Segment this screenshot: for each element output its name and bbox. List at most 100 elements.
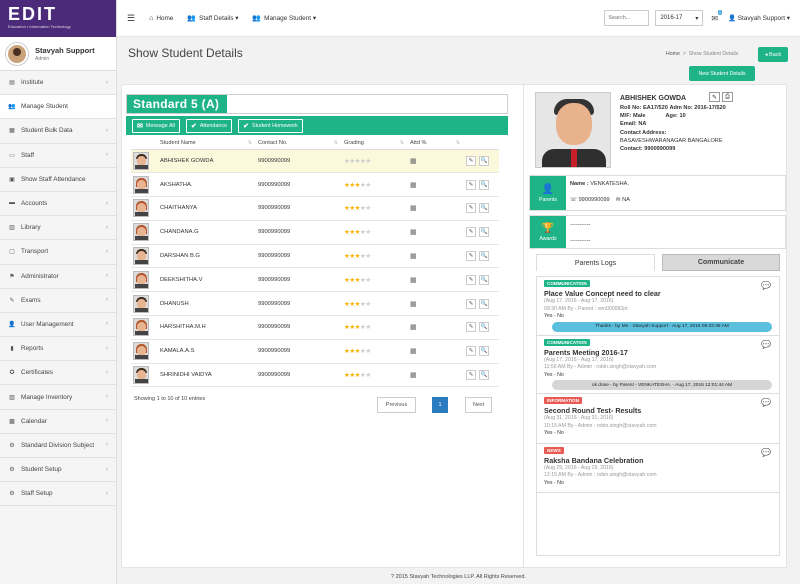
edit-icon[interactable]: ✎ [466, 322, 476, 333]
new-student-details-button[interactable]: New Student Details [689, 66, 755, 81]
brand-logo[interactable]: EDIT Education • Information Technology [0, 0, 116, 37]
calculator-icon[interactable]: ▦ [410, 253, 417, 261]
nav-staff-details[interactable]: 👥 Staff Details ▾ [187, 14, 239, 23]
sidebar-item-certificates[interactable]: ✪ Certificates ‹ [0, 361, 116, 386]
sidebar-item-transport[interactable]: ▢ Transport ‹ [0, 240, 116, 265]
comment-icon[interactable]: 💬 [761, 398, 771, 407]
table-row[interactable]: CHAITHANYA 9900990099 ★★★★★ ▦ ✎ 🔍 [131, 196, 499, 221]
table-row[interactable]: SHRINIDHI VAIDYA 9900990099 ★★★★★ ▦ ✎ 🔍 [131, 363, 499, 388]
tab-parents-logs[interactable]: Parents Logs [536, 254, 655, 271]
class-selector[interactable]: Standard 5 (A) [126, 94, 508, 114]
grading-stars[interactable]: ★★★★★ [344, 253, 371, 261]
calculator-icon[interactable]: ▦ [410, 205, 417, 213]
grading-stars[interactable]: ★★★★★ [344, 157, 371, 165]
grading-stars[interactable]: ★★★★★ [344, 348, 371, 356]
sidebar-item-manage-inventory[interactable]: ▧ Manage Inventory ‹ [0, 385, 116, 410]
calculator-icon[interactable]: ▦ [410, 300, 417, 308]
edit-icon[interactable]: ✎ [466, 298, 476, 309]
sidebar-item-staff-setup[interactable]: ⚙ Staff Setup ‹ [0, 482, 116, 507]
table-row[interactable]: KAMALA.A.S 9900990099 ★★★★★ ▦ ✎ 🔍 [131, 339, 499, 364]
sidebar-item-standard-division-subject[interactable]: ⚙ Standard Division Subject ‹ [0, 434, 116, 458]
edit-icon[interactable]: ✎ [466, 274, 476, 285]
edit-icon[interactable]: ✎ [466, 370, 476, 381]
message-all-button[interactable]: ✉ Message All [132, 118, 180, 133]
search-icon[interactable]: 🔍 [479, 298, 489, 309]
sidebar-item-institute[interactable]: ▤ Institute ‹ [0, 71, 116, 96]
search-icon[interactable]: 🔍 [479, 155, 489, 166]
sidebar-item-manage-student[interactable]: 👥 Manage Student [0, 95, 116, 120]
calculator-icon[interactable]: ▦ [410, 157, 417, 165]
sidebar-item-student-setup[interactable]: ⚙ Student Setup ‹ [0, 458, 116, 483]
header-grading[interactable]: Grading ⇅ [342, 137, 408, 150]
grading-stars[interactable]: ★★★★★ [344, 181, 371, 189]
calculator-icon[interactable]: ▦ [410, 229, 417, 237]
table-row[interactable]: ABHISHEK GOWDA 9900990099 ★★★★★ ▦ ✎ 🔍 [131, 149, 499, 174]
calculator-icon[interactable]: ▦ [410, 372, 417, 380]
attendance-button[interactable]: ✔ Attendance [185, 118, 233, 133]
student-name-cell[interactable]: SHRINIDHI VAIDYA [158, 363, 256, 388]
table-row[interactable]: HARSHITHA.M.H 9900990099 ★★★★★ ▦ ✎ 🔍 [131, 315, 499, 340]
search-icon[interactable]: 🔍 [479, 203, 489, 214]
student-homework-button[interactable]: ✔ Student Homework [238, 118, 303, 133]
menu-toggle-button[interactable]: ☰ [127, 12, 136, 23]
table-row[interactable]: AKSHATHA. 9900990099 ★★★★★ ▦ ✎ 🔍 [131, 172, 499, 198]
grading-stars[interactable]: ★★★★★ [344, 229, 371, 237]
sidebar-item-calendar[interactable]: ▩ Calendar ‹ [0, 410, 116, 434]
next-page-button[interactable]: Next [465, 397, 492, 413]
edit-icon[interactable]: ✎ [466, 203, 476, 214]
table-row[interactable]: DEEKSHITHA.V 9900990099 ★★★★★ ▦ ✎ 🔍 [131, 267, 499, 293]
search-input[interactable] [604, 10, 650, 26]
student-name-cell[interactable]: CHANDANA.G [158, 220, 256, 245]
search-icon[interactable]: 🔍 [479, 346, 489, 357]
sidebar-item-user-management[interactable]: 👤 User Management ‹ [0, 313, 116, 338]
edit-icon[interactable]: ✎ [466, 227, 476, 238]
log-status[interactable]: Yes - No [544, 313, 564, 319]
sidebar-item-student-bulk-data[interactable]: ▦ Student Bulk Data ‹ [0, 119, 116, 144]
sidebar-item-exams[interactable]: ✎ Exams ‹ [0, 289, 116, 313]
comment-icon[interactable]: 💬 [761, 339, 771, 349]
sidebar-item-accounts[interactable]: ▬ Accounts ‹ [0, 192, 116, 217]
grading-stars[interactable]: ★★★★★ [344, 205, 371, 213]
search-icon[interactable]: 🔍 [479, 322, 489, 333]
sidebar-item-staff[interactable]: ▭ Staff ‹ [0, 144, 116, 168]
user-menu[interactable]: 👤 Stavyah Support ▾ [728, 15, 790, 22]
grading-stars[interactable]: ★★★★★ [344, 276, 371, 284]
header-attendance[interactable]: Attd % ⇅ [408, 137, 464, 150]
student-name-cell[interactable]: AKSHATHA. [158, 172, 256, 198]
log-status[interactable]: Yes - No [544, 430, 564, 436]
edit-icon[interactable]: ✎ [466, 346, 476, 357]
sidebar-item-reports[interactable]: ▮ Reports ‹ [0, 337, 116, 362]
student-name-cell[interactable]: DEEKSHITHA.V [158, 267, 256, 293]
calculator-icon[interactable]: ▦ [410, 324, 417, 332]
sidebar-item-administrator[interactable]: ⚑ Administrator ‹ [0, 265, 116, 289]
student-name-cell[interactable]: CHAITHANYA [158, 196, 256, 221]
grading-stars[interactable]: ★★★★★ [344, 324, 371, 332]
comment-icon[interactable]: 💬 [761, 447, 771, 457]
student-name-cell[interactable]: KAMALA.A.S [158, 339, 256, 364]
grading-stars[interactable]: ★★★★★ [344, 300, 371, 308]
calculator-icon[interactable]: ▦ [410, 348, 417, 356]
student-name-cell[interactable]: DARSHAN B.G [158, 244, 256, 269]
table-row[interactable]: DARSHAN B.G 9900990099 ★★★★★ ▦ ✎ 🔍 [131, 244, 499, 269]
search-icon[interactable]: 🔍 [479, 251, 489, 262]
edit-icon[interactable]: ✎ [709, 92, 720, 102]
search-icon[interactable]: 🔍 [479, 370, 489, 381]
log-status[interactable]: Yes - No [544, 479, 564, 486]
student-name-cell[interactable]: DHANUSH [158, 291, 256, 317]
edit-icon[interactable]: ✎ [466, 251, 476, 262]
tab-communicate[interactable]: Communicate [662, 254, 780, 271]
search-icon[interactable]: 🔍 [479, 274, 489, 285]
table-row[interactable]: CHANDANA.G 9900990099 ★★★★★ ▦ ✎ 🔍 [131, 220, 499, 245]
print-icon[interactable]: ⎙ [722, 92, 733, 102]
search-icon[interactable]: 🔍 [479, 179, 489, 190]
edit-icon[interactable]: ✎ [466, 155, 476, 166]
back-button[interactable]: ◂ Back [758, 47, 788, 62]
previous-page-button[interactable]: Previous [377, 397, 416, 413]
nav-manage-student[interactable]: 👥 Manage Student ▾ [252, 14, 317, 23]
comment-icon[interactable]: 💬 [761, 281, 771, 290]
calculator-icon[interactable]: ▦ [410, 181, 417, 189]
header-contact[interactable]: Contact No. ⇅ [256, 137, 342, 150]
log-status[interactable]: Yes - No [544, 371, 564, 378]
sidebar-item-show-staff-attendance[interactable]: ▣ Show Staff Attendance [0, 168, 116, 192]
year-select[interactable]: 2016-17 ▾ [655, 10, 704, 26]
